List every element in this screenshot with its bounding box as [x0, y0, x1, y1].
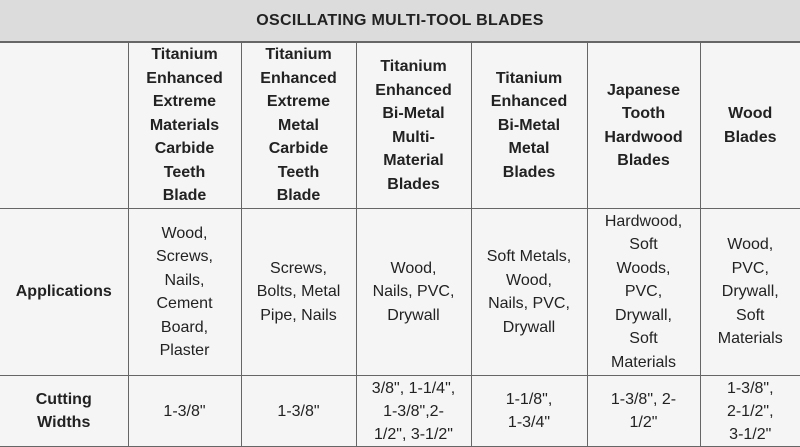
table-cell: Wood, Screws, Nails, Cement Board, Plast…: [127, 208, 242, 376]
column-header: Japanese Tooth Hardwood Blades: [586, 42, 701, 209]
table-cell: 1-3/8", 2- 1/2": [586, 375, 701, 447]
header-row: Titanium Enhanced Extreme Materials Carb…: [0, 42, 800, 209]
table-cell: Soft Metals, Wood, Nails, PVC, Drywall: [470, 208, 588, 376]
table-title: OSCILLATING MULTI-TOOL BLADES: [0, 0, 800, 42]
table-cell: Wood, PVC, Drywall, Soft Materials: [699, 208, 800, 376]
blades-table: Titanium Enhanced Extreme Materials Carb…: [0, 42, 800, 447]
table-row-cutting-widths: Cutting Widths 1-3/8" 1-3/8" 3/8", 1-1/4…: [0, 375, 800, 447]
column-header: Titanium Enhanced Extreme Metal Carbide …: [240, 42, 357, 209]
column-header: Titanium Enhanced Bi-Metal Metal Blades: [470, 42, 588, 209]
row-label: Cutting Widths: [0, 375, 129, 447]
table-cell: 1-3/8": [240, 375, 357, 447]
table-cell: 1-1/8", 1-3/4": [470, 375, 588, 447]
table-cell: 1-3/8": [127, 375, 242, 447]
table-cell: 1-3/8", 2-1/2", 3-1/2": [699, 375, 800, 447]
table-row-applications: Applications Wood, Screws, Nails, Cement…: [0, 208, 800, 376]
table-cell: Wood, Nails, PVC, Drywall: [355, 208, 472, 376]
corner-cell: [0, 42, 129, 209]
column-header: Wood Blades: [699, 42, 800, 209]
table-cell: 3/8", 1-1/4", 1-3/8",2- 1/2", 3-1/2": [355, 375, 472, 447]
row-label: Applications: [0, 208, 129, 376]
table-cell: Hardwood, Soft Woods, PVC, Drywall, Soft…: [586, 208, 701, 376]
column-header: Titanium Enhanced Bi-Metal Multi- Materi…: [355, 42, 472, 209]
column-header: Titanium Enhanced Extreme Materials Carb…: [127, 42, 242, 209]
table-cell: Screws, Bolts, Metal Pipe, Nails: [240, 208, 357, 376]
